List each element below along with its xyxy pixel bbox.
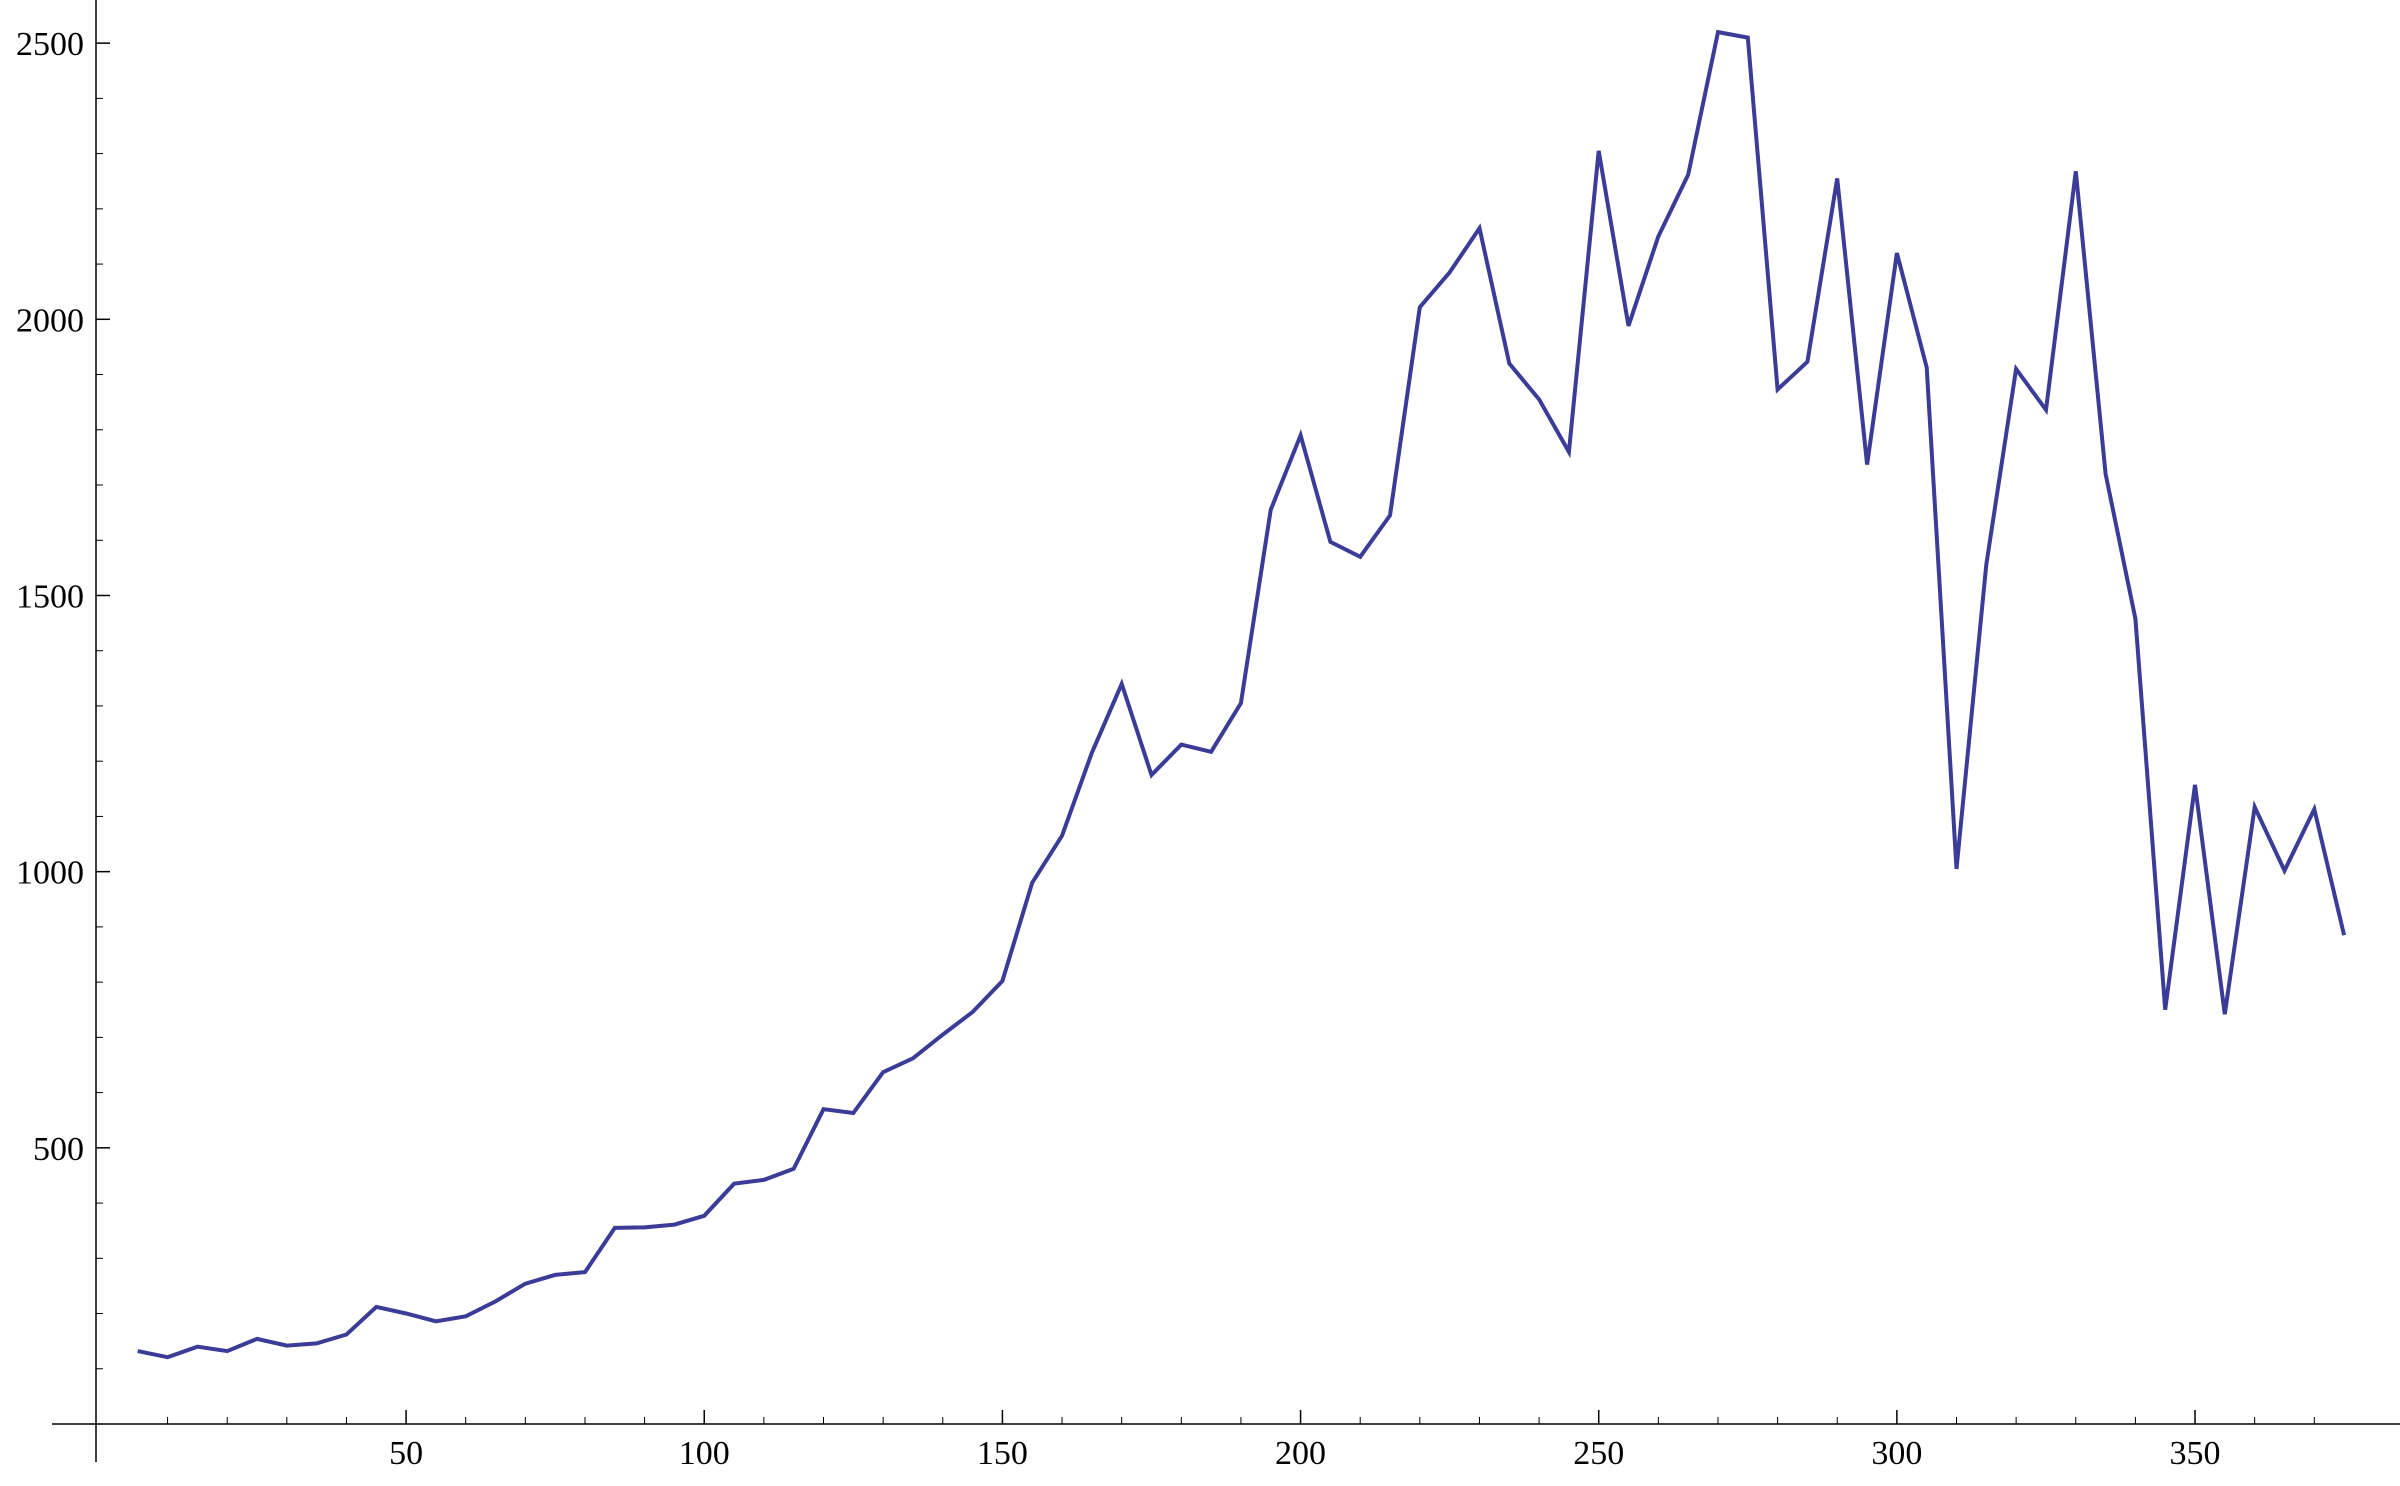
x-tick-label-50: 50: [389, 1435, 423, 1472]
y-tick-label-2500: 2500: [16, 26, 84, 63]
x-tick-label-350: 350: [2170, 1435, 2221, 1472]
series-line-0: [137, 29, 2347, 1360]
x-tick-label-200: 200: [1275, 1435, 1326, 1472]
y-tick-label-1000: 1000: [16, 855, 84, 892]
x-ticks: 50 100 150 200 250 300 350: [167, 1410, 2315, 1472]
x-tick-label-250: 250: [1573, 1435, 1624, 1472]
y-tick-label-2000: 2000: [16, 302, 84, 339]
x-tick-label-300: 300: [1871, 1435, 1922, 1472]
x-tick-label-150: 150: [977, 1435, 1028, 1472]
x-tick-label-100: 100: [679, 1435, 730, 1472]
y-tick-label-500: 500: [33, 1131, 84, 1168]
y-ticks: 500 1000 1500 2000 2500: [16, 26, 110, 1370]
series-layer: [137, 29, 2347, 1360]
y-tick-label-1500: 1500: [16, 578, 84, 615]
axes: [52, 0, 2400, 1462]
